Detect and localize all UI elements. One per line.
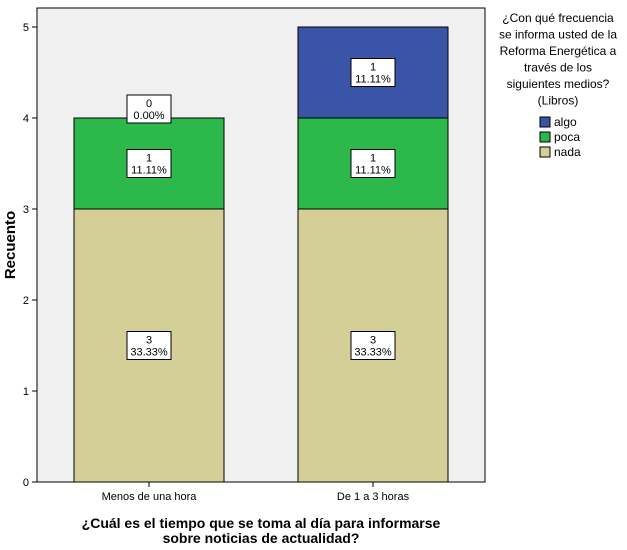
data-label-percent-algo-0: 0.00% [133, 110, 164, 122]
legend-title-line: se informa usted de la [499, 28, 617, 42]
legend-swatch-poca [539, 131, 551, 143]
x-axis-title: ¿Cuál es el tiempo que se toma al día pa… [82, 515, 441, 546]
x-axis-title-line: sobre noticias de actualidad? [163, 530, 360, 546]
data-label-count-algo-1: 1 [370, 62, 376, 74]
x-tick-label-0: Menos de una hora [102, 491, 198, 503]
legend-title-line: (Libros) [538, 94, 579, 108]
data-label-percent-poca-0: 11.11% [131, 165, 167, 177]
data-label-box-algo-0 [126, 94, 172, 124]
y-tick-label-4: 4 [23, 113, 29, 125]
legend-title-line: Reforma Energética a [500, 44, 617, 58]
data-label-percent-nada-0: 33.33% [130, 347, 168, 359]
data-label-count-nada-1: 3 [370, 335, 376, 347]
y-tick-label-5: 5 [23, 22, 29, 34]
y-tick-label-2: 2 [23, 295, 29, 307]
y-tick-label-0: 0 [23, 477, 29, 489]
y-tick-label-1: 1 [23, 386, 29, 398]
data-label-box-nada-0 [126, 331, 172, 360]
data-label-count-nada-0: 3 [146, 335, 152, 347]
data-label-box-algo-1 [350, 58, 396, 87]
data-label-box-poca-0 [126, 149, 172, 178]
legend-title-line: ¿Con qué frecuencia [502, 11, 614, 25]
y-axis-title: Recuento [2, 211, 19, 279]
data-label-percent-algo-1: 11.11% [355, 74, 391, 86]
bars: 333.33%111.11%00.00%333.33%111.11%111.11… [73, 26, 449, 483]
y-tick-label-3: 3 [23, 204, 29, 216]
legend-label-poca: poca [554, 130, 580, 144]
data-label-box-poca-1 [350, 149, 396, 178]
data-label-count-algo-0: 0 [146, 98, 152, 110]
data-label-percent-poca-1: 11.11% [355, 165, 391, 177]
x-axis: Menos de una hora De 1 a 3 horas [102, 482, 410, 503]
legend-label-algo: algo [554, 115, 577, 129]
x-axis-title-line: ¿Cuál es el tiempo que se toma al día pa… [82, 515, 441, 531]
x-tick-label-1: De 1 a 3 horas [337, 491, 410, 503]
y-axis: 0 1 2 3 4 5 [23, 22, 37, 489]
legend-label-nada: nada [554, 145, 581, 159]
data-label-count-poca-1: 1 [370, 153, 376, 165]
data-label-box-nada-1 [350, 331, 396, 360]
legend: ¿Con qué frecuencia se informa usted de l… [499, 11, 617, 159]
legend-title-line: siguientes medios? [507, 77, 610, 91]
data-label-count-poca-0: 1 [146, 153, 152, 165]
data-label-percent-nada-1: 33.33% [354, 347, 392, 359]
legend-swatch-algo [539, 116, 551, 128]
legend-swatch-nada [539, 146, 551, 158]
legend-title-line: través de los [524, 61, 592, 75]
